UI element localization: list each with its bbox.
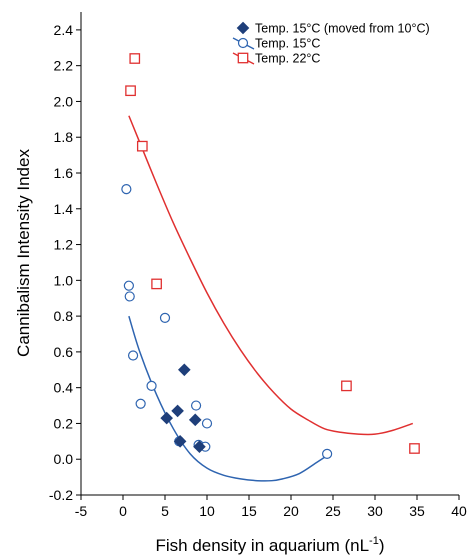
y-tick-label: 0.8 xyxy=(54,308,74,324)
y-tick-label: 0.6 xyxy=(54,344,74,360)
y-tick-label: 1.8 xyxy=(54,129,74,145)
data-point-series-2 xyxy=(341,380,352,392)
y-axis-ticks: -0.2 0.0 0.2 0.4 0.6 0.8 1.0 1.2 1.4 1.6 1.8 2.0 2.2… xyxy=(49,22,81,503)
y-tick-label: 2.2 xyxy=(54,58,74,74)
legend-marker-2 xyxy=(237,52,249,64)
data-point-series-2 xyxy=(129,53,141,64)
fit-curves xyxy=(128,115,414,482)
y-tick-label: 0.0 xyxy=(54,451,74,467)
y-tick-label: 2.4 xyxy=(54,22,74,38)
data-point-series-0 xyxy=(178,363,191,377)
y-tick-label: -0.2 xyxy=(49,487,73,503)
legend-label-1: Temp. 15°C xyxy=(255,37,320,51)
data-point-series-0 xyxy=(173,435,187,448)
x-tick-label: 35 xyxy=(409,503,425,519)
data-point-series-1 xyxy=(190,400,202,411)
x-tick-label: 20 xyxy=(283,503,299,519)
legend-label-2: Temp. 22°C xyxy=(255,52,320,66)
legend-marker-0 xyxy=(236,21,250,35)
x-tick-label: 15 xyxy=(241,503,257,519)
x-axis-title: Fish density in aquarium (nL-1) xyxy=(156,535,385,555)
data-point-series-2 xyxy=(409,443,420,454)
x-tick-label: 0 xyxy=(119,503,127,519)
x-tick-label: 40 xyxy=(451,503,467,519)
data-point-series-0 xyxy=(160,411,173,425)
y-tick-label: 1.2 xyxy=(54,237,74,253)
data-point-series-1 xyxy=(135,398,146,409)
data-point-series-0 xyxy=(188,413,202,427)
legend-marker-1 xyxy=(237,37,249,49)
data-point-series-0 xyxy=(193,440,206,454)
x-axis-title-superscript: -1 xyxy=(369,535,379,547)
x-axis-title-suffix: ) xyxy=(379,536,385,555)
legend-label-0: Temp. 15°C (moved from 10°C) xyxy=(255,22,430,36)
data-marks xyxy=(121,53,420,459)
x-tick-label: -5 xyxy=(75,503,88,519)
y-tick-label: 1.0 xyxy=(54,272,74,288)
data-point-series-0 xyxy=(171,404,184,418)
data-point-series-1 xyxy=(322,448,333,459)
x-tick-label: 30 xyxy=(367,503,383,519)
x-tick-label: 10 xyxy=(199,503,215,519)
x-tick-label: 25 xyxy=(325,503,341,519)
fit-curve-series-1 xyxy=(128,315,328,482)
y-tick-label: 1.4 xyxy=(54,201,74,217)
data-point-series-1 xyxy=(146,380,157,391)
data-point-series-1 xyxy=(127,350,139,361)
y-tick-label: 0.2 xyxy=(54,415,74,431)
data-point-series-2 xyxy=(136,140,148,152)
x-axis-ticks: -5 0 5 10 15 20 25 30 35 40 xyxy=(75,495,467,519)
y-axis-title: Cannibalism Intensity Index xyxy=(14,149,33,357)
plot-frame xyxy=(80,12,459,496)
data-point-series-1 xyxy=(201,418,213,429)
y-tick-label: 0.4 xyxy=(54,380,74,396)
y-tick-label: 2.0 xyxy=(54,93,74,109)
fit-curve-series-2 xyxy=(128,115,414,436)
data-point-series-1 xyxy=(159,312,171,323)
legend: Temp. 15°C (moved from 10°C)Temp. 15°CTe… xyxy=(232,21,430,66)
data-point-series-1 xyxy=(123,280,134,291)
data-point-series-1 xyxy=(121,184,132,195)
y-tick-label: 1.6 xyxy=(54,165,74,181)
data-point-series-2 xyxy=(125,85,136,97)
data-point-series-1 xyxy=(124,291,135,302)
data-point-series-2 xyxy=(151,278,162,290)
x-tick-label: 5 xyxy=(161,503,169,519)
